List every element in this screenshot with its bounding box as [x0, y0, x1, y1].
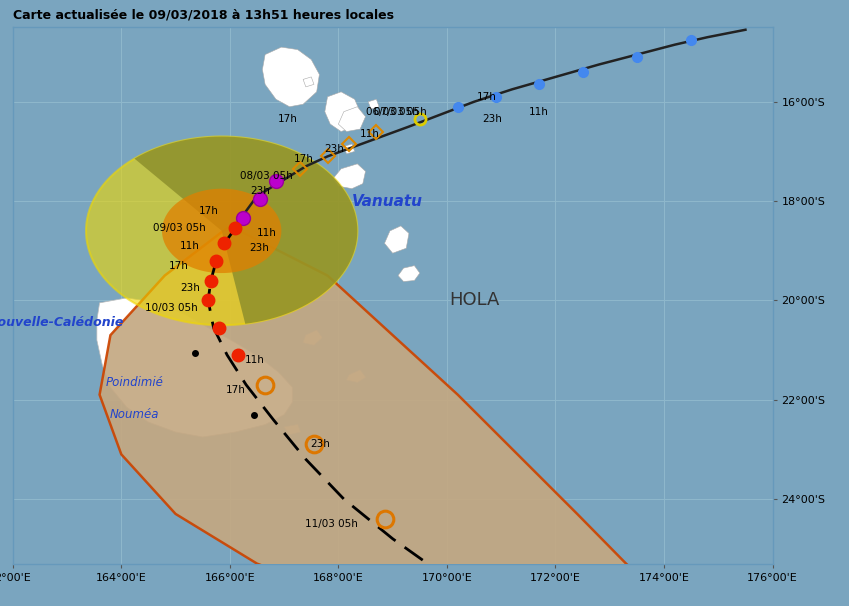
Polygon shape [333, 164, 366, 188]
Text: 11h: 11h [360, 129, 380, 139]
Text: Nouméa: Nouméa [110, 408, 160, 421]
Text: 06/03 05h: 06/03 05h [366, 107, 419, 117]
Text: Nouvelle-Calédonie: Nouvelle-Calédonie [0, 316, 124, 329]
Polygon shape [303, 330, 322, 345]
Text: 23h: 23h [250, 186, 271, 196]
Text: 11h: 11h [180, 241, 200, 251]
Text: 11h: 11h [257, 228, 277, 238]
Polygon shape [162, 188, 281, 273]
Polygon shape [339, 107, 366, 132]
Polygon shape [325, 92, 360, 132]
Text: 23h: 23h [482, 114, 502, 124]
Polygon shape [344, 144, 355, 154]
Polygon shape [284, 425, 301, 435]
Text: 11h: 11h [528, 107, 548, 117]
Polygon shape [385, 226, 409, 253]
Text: 23h: 23h [249, 243, 268, 253]
Text: 17h: 17h [226, 385, 246, 395]
Text: 09/03 05h: 09/03 05h [153, 224, 205, 233]
Polygon shape [368, 99, 380, 109]
Text: 17h: 17h [477, 92, 497, 102]
Polygon shape [346, 370, 366, 382]
Text: 07/03 05h: 07/03 05h [374, 107, 427, 117]
Text: HOLA: HOLA [449, 291, 499, 310]
Text: Carte actualisée le 09/03/2018 à 13h51 heures locales: Carte actualisée le 09/03/2018 à 13h51 h… [13, 9, 394, 22]
Polygon shape [97, 298, 292, 437]
Text: 23h: 23h [324, 144, 344, 154]
Text: 17h: 17h [278, 114, 298, 124]
Text: 11/03 05h: 11/03 05h [305, 519, 357, 529]
Text: 23h: 23h [311, 439, 330, 450]
Text: 08/03 05h: 08/03 05h [239, 171, 292, 181]
Polygon shape [303, 77, 314, 87]
Text: 10/03 05h: 10/03 05h [144, 303, 197, 313]
Text: Poindimié: Poindimié [106, 376, 164, 389]
Text: 11h: 11h [245, 355, 265, 365]
Polygon shape [262, 47, 319, 107]
Polygon shape [86, 136, 357, 325]
Text: 17h: 17h [169, 261, 189, 271]
Polygon shape [398, 265, 419, 282]
Text: Vanuatu: Vanuatu [351, 193, 423, 208]
Polygon shape [99, 226, 664, 598]
Text: 17h: 17h [294, 154, 314, 164]
Polygon shape [134, 136, 357, 324]
Text: 17h: 17h [200, 206, 219, 216]
Text: 23h: 23h [180, 283, 200, 293]
